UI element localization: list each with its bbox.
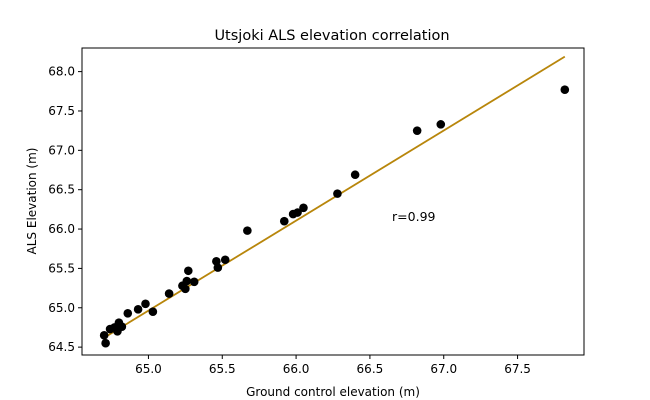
x-tick-label: 65.0 (135, 362, 162, 376)
data-point (123, 308, 133, 318)
correlation-annotation: r=0.99 (392, 209, 435, 224)
data-point (213, 263, 223, 272)
data-point (117, 322, 127, 331)
x-axis: 65.0 65.5 66.0 66.5 67.0 67.5 (135, 355, 531, 376)
y-tick-label: 65.5 (48, 261, 75, 275)
data-point (293, 208, 302, 217)
y-tick-label: 66.5 (48, 183, 75, 197)
y-tick-label: 67.5 (48, 104, 75, 118)
data-point (412, 126, 422, 135)
data-point (141, 299, 150, 309)
x-tick-label: 67.5 (504, 362, 531, 376)
data-point (189, 277, 199, 287)
y-axis: 64.5 65.0 65.5 66.0 66.5 67.0 67.5 68.0 (48, 65, 82, 354)
fit-line-layer (103, 55, 566, 339)
data-point (333, 189, 342, 198)
data-point (436, 120, 446, 129)
x-tick-label: 67.0 (430, 362, 457, 376)
chart-title: Utsjoki ALS elevation correlation (214, 28, 449, 44)
data-point (184, 266, 193, 276)
data-point (182, 276, 192, 286)
y-axis-label: ALS Elevation (m) (25, 148, 39, 255)
y-tick-label: 64.5 (48, 340, 75, 354)
data-point (148, 307, 158, 317)
x-axis-label: Ground control elevation (m) (246, 385, 420, 399)
data-point (133, 305, 143, 314)
y-tick-label: 66.0 (48, 222, 75, 236)
data-points (99, 85, 570, 348)
data-point (220, 255, 230, 265)
plot-area-frame (81, 47, 585, 356)
data-point (101, 338, 110, 348)
x-tick-label: 66.0 (283, 362, 310, 376)
y-tick-label: 67.0 (48, 143, 75, 157)
y-tick-label: 68.0 (48, 65, 75, 79)
data-point (181, 284, 190, 294)
data-point (164, 289, 174, 298)
x-tick-label: 66.5 (357, 362, 384, 376)
data-point (279, 216, 289, 226)
fit-line (103, 55, 566, 339)
x-tick-label: 65.5 (209, 362, 236, 376)
y-tick-label: 65.0 (48, 301, 75, 315)
data-point (560, 85, 570, 95)
data-point (350, 170, 360, 180)
data-point (99, 331, 109, 340)
data-point (243, 226, 252, 235)
data-point (299, 203, 308, 213)
